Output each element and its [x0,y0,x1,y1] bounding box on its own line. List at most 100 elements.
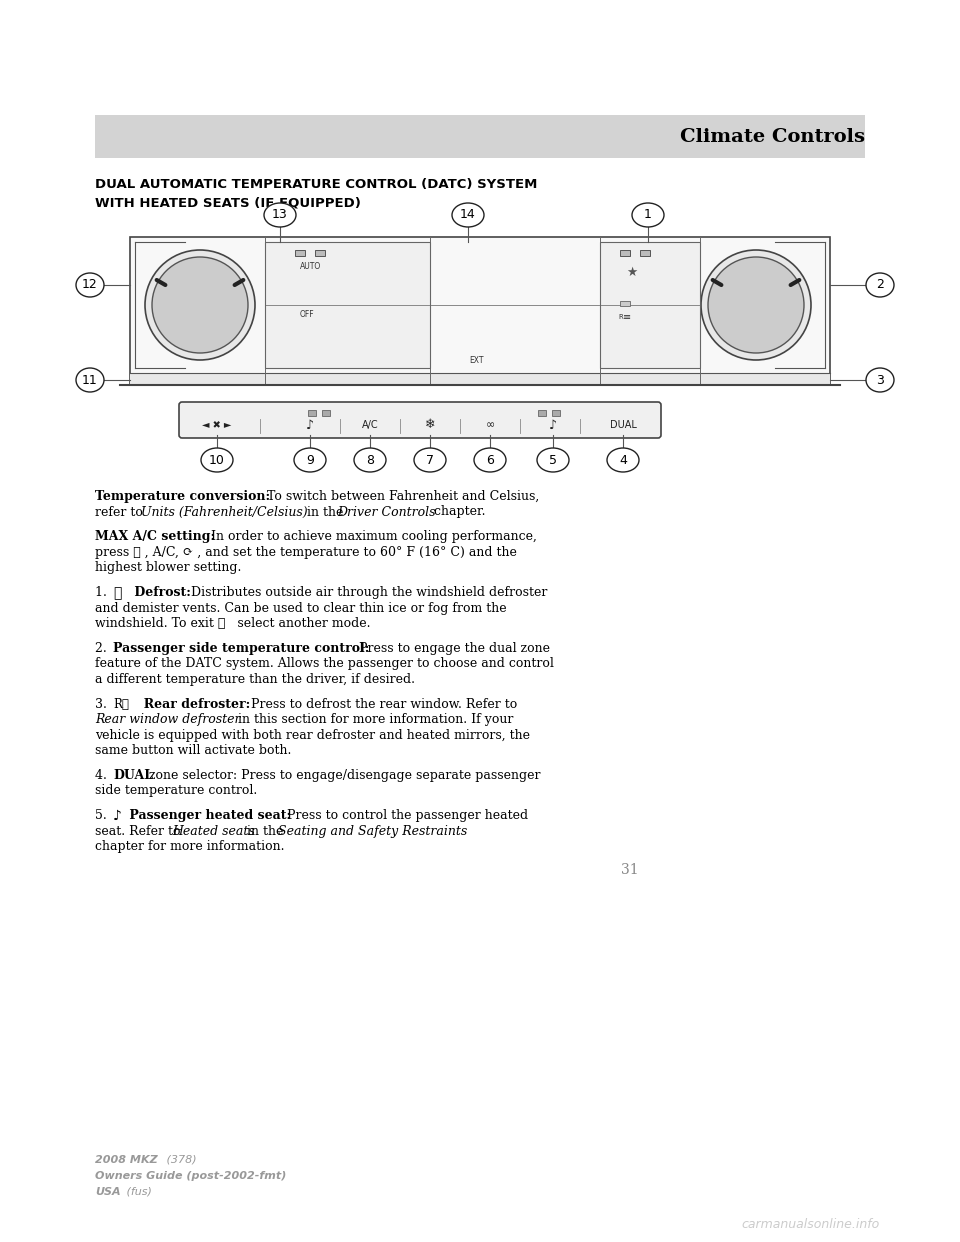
Text: ★: ★ [626,266,637,278]
Text: EXT: EXT [469,356,484,365]
Text: 8: 8 [366,453,374,467]
FancyBboxPatch shape [620,250,630,256]
Text: ≡: ≡ [623,312,631,322]
Text: highest blower setting.: highest blower setting. [95,561,241,574]
Text: AUTO: AUTO [300,262,322,271]
Text: Press to defrost the rear window. Refer to: Press to defrost the rear window. Refer … [247,698,517,710]
Text: ∞: ∞ [486,420,494,430]
Text: 11: 11 [83,374,98,386]
Text: 7: 7 [426,453,434,467]
Text: Rⓞ: Rⓞ [113,698,129,710]
Circle shape [701,250,811,360]
FancyBboxPatch shape [640,250,650,256]
FancyBboxPatch shape [265,242,430,368]
Ellipse shape [866,273,894,297]
Text: 4: 4 [619,453,627,467]
Text: (378): (378) [163,1155,197,1165]
Text: A/C: A/C [362,420,378,430]
Text: 1: 1 [644,209,652,221]
Text: 5.: 5. [95,810,110,822]
Text: Passenger side temperature control:: Passenger side temperature control: [113,642,370,655]
Text: 12: 12 [83,278,98,292]
Text: In order to achieve maximum cooling performance,: In order to achieve maximum cooling perf… [207,530,537,543]
Text: Distributes outside air through the windshield defroster: Distributes outside air through the wind… [187,586,547,599]
Text: 6: 6 [486,453,494,467]
Text: chapter.: chapter. [430,505,486,518]
Text: side temperature control.: side temperature control. [95,785,257,797]
Text: Units (Fahrenheit/Celsius): Units (Fahrenheit/Celsius) [141,505,307,518]
FancyBboxPatch shape [552,410,560,416]
Text: (fus): (fus) [123,1187,152,1197]
Text: ⓞ: ⓞ [113,586,121,600]
FancyBboxPatch shape [179,402,661,438]
Text: 2008 MKZ: 2008 MKZ [95,1155,157,1165]
Text: OFF: OFF [300,310,315,319]
Ellipse shape [76,368,104,392]
Text: ◄ ✖ ►: ◄ ✖ ► [203,420,231,430]
Text: 4.: 4. [95,769,110,782]
Text: seat. Refer to: seat. Refer to [95,825,184,838]
Text: a different temperature than the driver, if desired.: a different temperature than the driver,… [95,673,415,686]
Text: DUAL: DUAL [113,769,153,782]
Text: 13: 13 [272,209,288,221]
Text: Climate Controls: Climate Controls [680,128,865,145]
FancyBboxPatch shape [600,242,700,368]
Text: 2.: 2. [95,642,110,655]
Text: same button will activate both.: same button will activate both. [95,744,292,758]
FancyBboxPatch shape [130,373,830,385]
Text: Heated seats: Heated seats [172,825,254,838]
Text: chapter for more information.: chapter for more information. [95,841,284,853]
FancyBboxPatch shape [295,250,305,256]
Text: Defrost:: Defrost: [130,586,191,599]
Ellipse shape [354,448,386,472]
Circle shape [708,257,804,353]
Text: in the: in the [303,505,348,518]
Circle shape [145,250,255,360]
FancyBboxPatch shape [322,410,330,416]
FancyBboxPatch shape [130,237,830,385]
Ellipse shape [264,202,296,227]
Text: and demister vents. Can be used to clear thin ice or fog from the: and demister vents. Can be used to clear… [95,601,507,615]
Text: feature of the DATC system. Allows the passenger to choose and control: feature of the DATC system. Allows the p… [95,657,554,671]
Text: 10: 10 [209,453,225,467]
Text: 14: 14 [460,209,476,221]
Ellipse shape [632,202,664,227]
FancyBboxPatch shape [308,410,316,416]
Ellipse shape [76,273,104,297]
Text: Temperature conversion:: Temperature conversion: [95,491,270,503]
Text: Seating and Safety Restraints: Seating and Safety Restraints [278,825,468,838]
Text: R: R [618,314,623,320]
Ellipse shape [537,448,569,472]
Text: Press to control the passenger heated: Press to control the passenger heated [283,810,528,822]
Text: Rear window defroster: Rear window defroster [95,713,241,727]
Ellipse shape [452,202,484,227]
Text: press ✱ , A/C, ⟳ , and set the temperature to 60° F (16° C) and the: press ✱ , A/C, ⟳ , and set the temperatu… [95,545,516,559]
Text: 3.: 3. [95,698,110,710]
Ellipse shape [414,448,446,472]
Text: vehicle is equipped with both rear defroster and heated mirrors, the: vehicle is equipped with both rear defro… [95,729,530,741]
FancyBboxPatch shape [95,116,865,158]
Text: MAX A/C setting:: MAX A/C setting: [95,530,215,543]
Text: ♪: ♪ [306,419,314,431]
Text: ♪: ♪ [549,419,557,431]
Text: 2: 2 [876,278,884,292]
FancyBboxPatch shape [538,410,546,416]
Circle shape [152,257,248,353]
Text: Press to engage the dual zone: Press to engage the dual zone [355,642,550,655]
Text: Passenger heated seat:: Passenger heated seat: [125,810,291,822]
Text: USA: USA [95,1187,121,1197]
Text: in the: in the [243,825,287,838]
Text: DUAL AUTOMATIC TEMPERATURE CONTROL (DATC) SYSTEM
WITH HEATED SEATS (IF EQUIPPED): DUAL AUTOMATIC TEMPERATURE CONTROL (DATC… [95,178,538,209]
Ellipse shape [474,448,506,472]
FancyBboxPatch shape [620,301,630,306]
Text: Rear defroster:: Rear defroster: [135,698,251,710]
Text: zone selector: Press to engage/disengage separate passenger: zone selector: Press to engage/disengage… [145,769,540,782]
Ellipse shape [294,448,326,472]
Text: 3: 3 [876,374,884,386]
Text: windshield. To exit ⓞ   select another mode.: windshield. To exit ⓞ select another mod… [95,617,371,630]
Text: 9: 9 [306,453,314,467]
Text: ♪: ♪ [113,810,122,823]
Text: To switch between Fahrenheit and Celsius,: To switch between Fahrenheit and Celsius… [263,491,540,503]
Text: carmanualsonline.info: carmanualsonline.info [742,1218,880,1232]
Text: 1.: 1. [95,586,110,599]
